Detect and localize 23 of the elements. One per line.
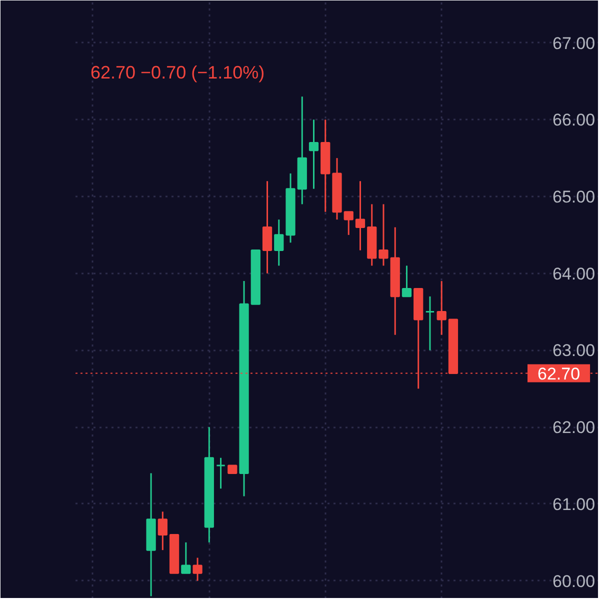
annotation: 62.70 −0.70 (−1.10%): [90, 62, 265, 82]
candlestick: [355, 180, 366, 252]
candlestick: [425, 296, 435, 351]
y-tick-label: 64.00: [552, 264, 596, 284]
candlestick: [262, 180, 272, 274]
candlestick: [181, 542, 191, 574]
y-tick-label: 63.00: [552, 341, 596, 360]
candlestick: [344, 211, 354, 236]
candlestick: [308, 118, 319, 190]
candlestick: [216, 457, 226, 490]
y-tick-label: 65.00: [552, 188, 596, 207]
y-tick-label: 66.00: [552, 110, 596, 130]
candlestick: [402, 264, 412, 298]
y-tick-label: 60.00: [552, 572, 596, 591]
ref-line-label: 62.70: [538, 364, 580, 384]
candlestick: [274, 218, 284, 266]
y-tick-label: 62.00: [552, 418, 596, 438]
candlestick: [192, 557, 202, 582]
candlestick: [436, 280, 446, 336]
candlestick: [158, 510, 168, 551]
y-tick-label: 67.00: [552, 34, 596, 53]
y-tick-label: 61.00: [552, 494, 596, 514]
candlestick: [378, 203, 388, 266]
